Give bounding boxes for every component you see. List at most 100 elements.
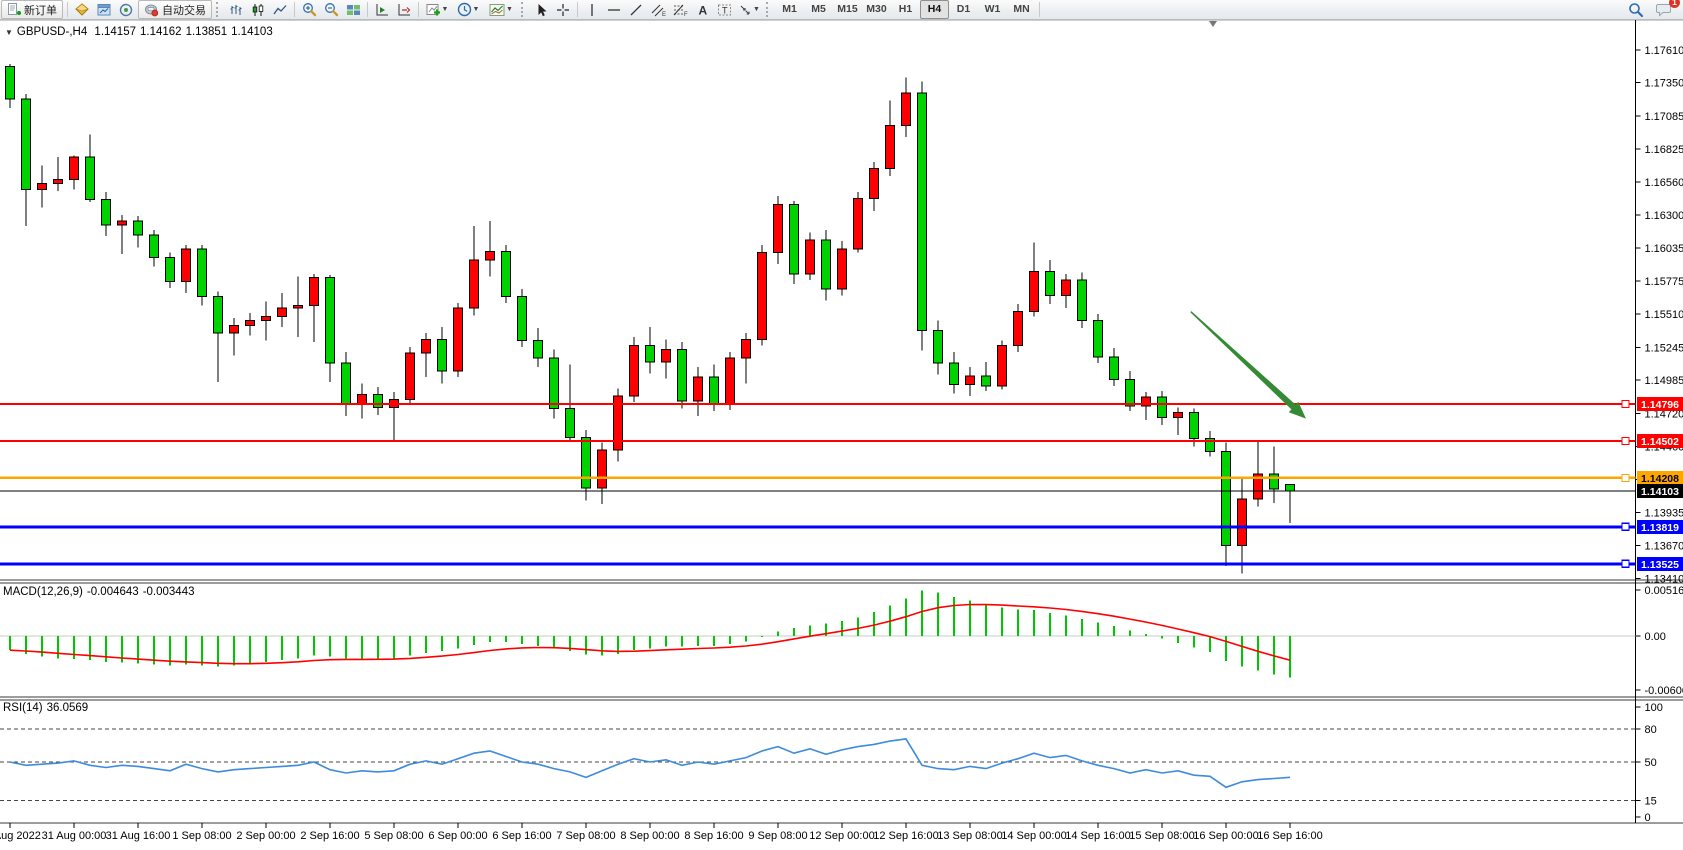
svg-text:1.14796: 1.14796 (1641, 399, 1679, 411)
svg-text:F: F (684, 12, 688, 17)
toolbar-drag-handle (216, 2, 222, 17)
chart-window-button[interactable] (94, 1, 114, 18)
timeframe-w1[interactable]: W1 (978, 0, 1007, 19)
rsi-line (10, 739, 1290, 787)
channel-button[interactable]: E (648, 1, 668, 18)
rsi-indicator-label: RSI(14)36.0569 (3, 702, 92, 714)
bar-chart-button[interactable] (226, 1, 246, 18)
chart-shift-marker[interactable] (1209, 21, 1217, 27)
label-button[interactable]: T (714, 1, 734, 18)
notifications-button[interactable]: 1 (1652, 1, 1676, 18)
svg-text:9 Sep 08:00: 9 Sep 08:00 (748, 830, 807, 842)
notification-count-badge: 1 (1669, 0, 1680, 8)
svg-text:2 Sep 16:00: 2 Sep 16:00 (300, 830, 359, 842)
auto-scroll-button[interactable] (372, 1, 392, 18)
text-icon: A (696, 3, 709, 17)
svg-text:30 Aug 2022: 30 Aug 2022 (0, 830, 41, 842)
svg-text:A: A (698, 3, 707, 17)
timeframe-m1[interactable]: M1 (775, 0, 804, 19)
svg-text:2 Sep 00:00: 2 Sep 00:00 (236, 830, 295, 842)
timeframe-m15[interactable]: M15 (833, 0, 862, 19)
history-center-button[interactable] (72, 1, 92, 18)
svg-text:13 Sep 08:00: 13 Sep 08:00 (937, 830, 1002, 842)
svg-text:0.005166: 0.005166 (1645, 585, 1683, 597)
hline-icon (607, 3, 621, 17)
separator (418, 2, 419, 17)
timeframe-mn[interactable]: MN (1007, 0, 1036, 19)
templates-button[interactable]: ▼ (485, 1, 517, 18)
svg-text:6 Sep 16:00: 6 Sep 16:00 (492, 830, 551, 842)
macd-histogram (10, 591, 1290, 678)
ohlc-low: 1.13851 (186, 26, 228, 38)
svg-text:1.16825: 1.16825 (1645, 144, 1683, 156)
timeframe-m30[interactable]: M30 (862, 0, 891, 19)
hline-button[interactable] (604, 1, 624, 18)
svg-text:1.16300: 1.16300 (1645, 210, 1683, 222)
trendline-button[interactable] (626, 1, 646, 18)
svg-text:14 Sep 00:00: 14 Sep 00:00 (1001, 830, 1066, 842)
cursor-icon (534, 3, 548, 17)
zoom-out-button[interactable] (321, 1, 341, 18)
cursor-button[interactable] (531, 1, 551, 18)
indicators-icon (426, 3, 441, 17)
search-button[interactable] (1626, 1, 1646, 18)
svg-text:1.14985: 1.14985 (1645, 375, 1683, 387)
candlestick-button[interactable] (248, 1, 268, 18)
timeframe-d1[interactable]: D1 (949, 0, 978, 19)
svg-text:1.16560: 1.16560 (1645, 177, 1683, 189)
hline-1.14796[interactable] (0, 401, 1636, 408)
autotrading-label: 自动交易 (162, 2, 206, 18)
hline-1.14502[interactable] (0, 437, 1636, 444)
new-order-label: 新订单 (24, 2, 57, 18)
new-order-button[interactable]: 新订单 (1, 0, 63, 19)
channel-icon: E (651, 3, 666, 17)
tile-windows-button[interactable] (343, 1, 363, 18)
chart-shift-button[interactable] (394, 1, 414, 18)
hline-1.14208[interactable] (0, 474, 1636, 481)
timeframe-h1[interactable]: H1 (891, 0, 920, 19)
macd-name: MACD(12,26,9) (3, 586, 83, 598)
vline-icon (586, 3, 598, 17)
svg-text:1.15775: 1.15775 (1645, 276, 1683, 288)
periods-button[interactable]: ▼ (453, 1, 483, 18)
svg-text:15 Sep 08:00: 15 Sep 08:00 (1129, 830, 1194, 842)
separator (1039, 2, 1040, 17)
hline-1.13819[interactable] (0, 523, 1636, 530)
crosshair-button[interactable] (553, 1, 573, 18)
price-badge-1.14796: 1.14796 (1637, 397, 1683, 411)
svg-text:31 Aug 16:00: 31 Aug 16:00 (106, 830, 171, 842)
trend-arrow[interactable] (1190, 311, 1306, 419)
collapse-indicator-icon[interactable]: ▼ (5, 28, 13, 37)
svg-text:50: 50 (1645, 757, 1657, 769)
fibonacci-button[interactable]: F (670, 1, 690, 18)
text-button[interactable]: A (692, 1, 712, 18)
vline-button[interactable] (582, 1, 602, 18)
fibonacci-icon: F (673, 3, 688, 17)
svg-text:12 Sep 00:00: 12 Sep 00:00 (809, 830, 874, 842)
autotrading-button[interactable]: 自动交易 (138, 0, 212, 19)
timeframe-h4[interactable]: H4 (920, 0, 949, 19)
timeframe-m5[interactable]: M5 (804, 0, 833, 19)
shapes-button[interactable]: ▼ (736, 1, 762, 18)
ohlc-high: 1.14162 (140, 26, 182, 38)
svg-text:1.17610: 1.17610 (1645, 45, 1683, 57)
svg-text:31 Aug 00:00: 31 Aug 00:00 (42, 830, 107, 842)
broadcast-button[interactable] (116, 1, 136, 18)
separator (67, 2, 68, 17)
chart-canvas[interactable]: 1.176101.173501.170851.168251.165601.163… (0, 19, 1683, 845)
zoom-in-button[interactable] (299, 1, 319, 18)
autotrading-icon (144, 3, 159, 17)
search-icon (1628, 2, 1644, 18)
new-order-icon (7, 3, 21, 17)
auto-scroll-icon (375, 3, 389, 17)
svg-text:1.14208: 1.14208 (1641, 473, 1679, 485)
hline-1.13525[interactable] (0, 560, 1636, 567)
svg-text:1.13525: 1.13525 (1641, 559, 1679, 571)
svg-text:7 Sep 08:00: 7 Sep 08:00 (556, 830, 615, 842)
svg-text:1.13410: 1.13410 (1645, 573, 1683, 585)
indicators-button[interactable]: ▼ (423, 1, 451, 18)
svg-text:-0.006064: -0.006064 (1645, 685, 1683, 697)
separator (577, 2, 578, 17)
line-chart-button[interactable] (270, 1, 290, 18)
